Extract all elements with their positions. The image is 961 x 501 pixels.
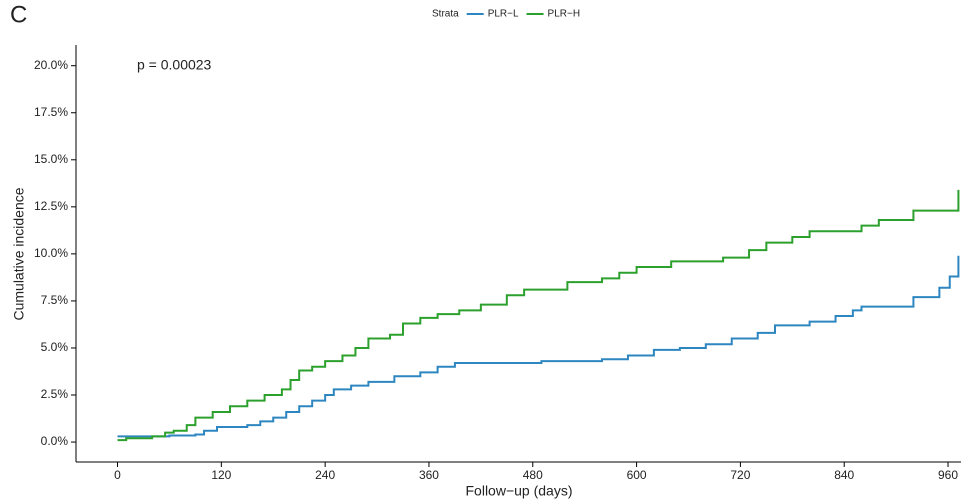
y-tick-label: 12.5% bbox=[34, 199, 68, 213]
y-tick-label: 20.0% bbox=[34, 58, 68, 72]
y-axis-label: Cumulative incidence bbox=[11, 187, 27, 320]
y-tick-label: 17.5% bbox=[34, 105, 68, 119]
legend-title: Strata bbox=[432, 9, 459, 20]
y-tick-label: 5.0% bbox=[41, 340, 69, 354]
y-tick-label: 15.0% bbox=[34, 152, 68, 166]
step-line bbox=[117, 255, 960, 438]
x-tick-label: 120 bbox=[211, 468, 231, 482]
x-tick-label: 360 bbox=[419, 468, 439, 482]
panel-label: C bbox=[10, 1, 27, 28]
annotation: p = 0.00023 bbox=[137, 57, 212, 73]
y-tick-label: 0.0% bbox=[41, 434, 69, 448]
legend-label: PLR−L bbox=[488, 9, 519, 20]
y-tick-label: 10.0% bbox=[34, 246, 68, 260]
step-line bbox=[117, 189, 960, 442]
y-tick-label: 7.5% bbox=[41, 293, 69, 307]
x-tick-label: 960 bbox=[938, 468, 958, 482]
legend-label: PLR−H bbox=[548, 9, 581, 20]
x-tick-label: 720 bbox=[730, 468, 750, 482]
x-tick-label: 240 bbox=[315, 468, 335, 482]
x-tick-label: 600 bbox=[627, 468, 647, 482]
x-tick-label: 840 bbox=[834, 468, 854, 482]
x-tick-label: 480 bbox=[523, 468, 543, 482]
x-axis-label: Follow−up (days) bbox=[466, 483, 573, 499]
x-tick-label: 0 bbox=[114, 468, 121, 482]
y-tick-label: 2.5% bbox=[41, 387, 69, 401]
